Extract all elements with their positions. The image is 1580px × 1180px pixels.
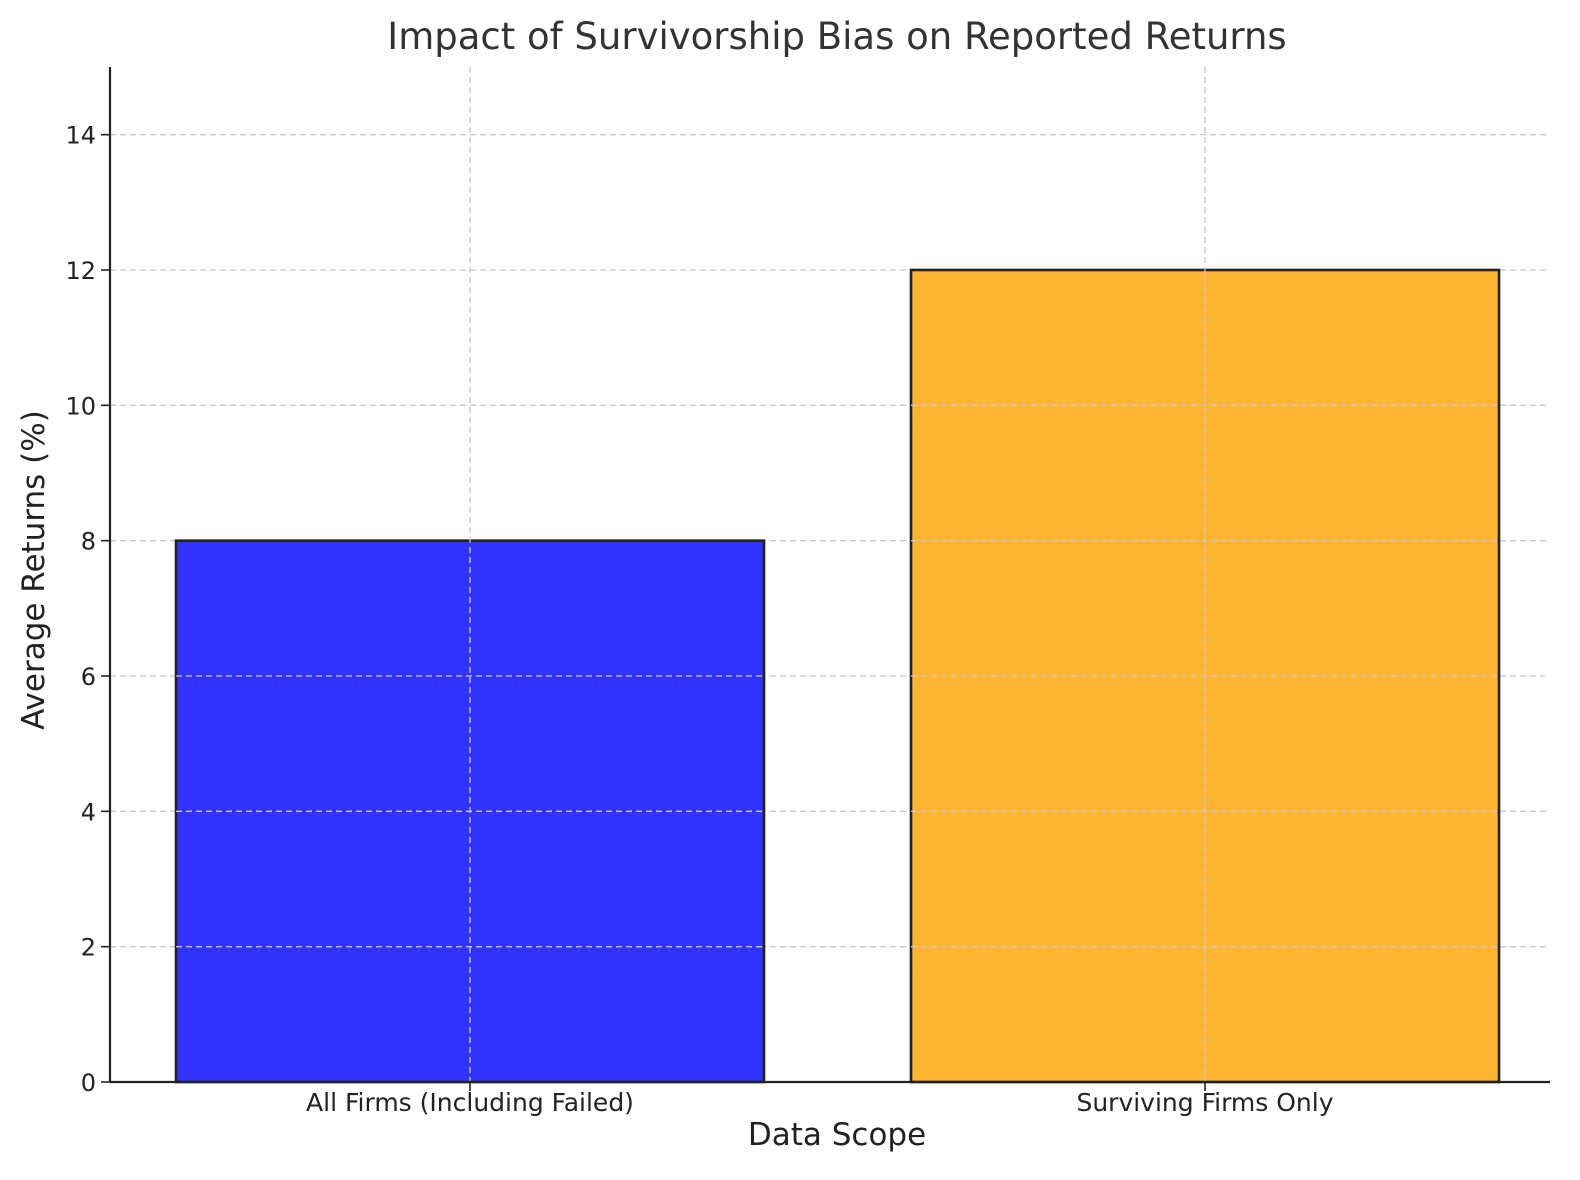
x-axis-label: Data Scope <box>748 1117 926 1153</box>
y-tick-label: 14 <box>65 122 96 150</box>
x-tick-label: Surviving Firms Only <box>1076 1088 1333 1117</box>
axes <box>108 67 1550 1084</box>
y-ticks: 0 2 4 6 8 10 12 14 <box>65 122 110 1097</box>
x-ticks: All Firms (Including Failed) Surviving Fi… <box>306 1082 1334 1117</box>
y-tick-label: 6 <box>81 663 96 691</box>
y-tick-label: 2 <box>81 934 96 962</box>
y-tick-label: 4 <box>81 798 96 826</box>
chart-title: Impact of Survivorship Bias on Reported … <box>387 15 1286 58</box>
x-gridlines-over-bars <box>176 67 1499 1082</box>
y-tick-label: 12 <box>65 257 96 285</box>
y-tick-label: 8 <box>81 528 96 556</box>
y-axis-label: Average Returns (%) <box>16 410 52 730</box>
x-tick-label: All Firms (Including Failed) <box>306 1088 634 1117</box>
y-tick-label: 10 <box>65 392 96 420</box>
y-tick-label: 0 <box>81 1069 96 1097</box>
